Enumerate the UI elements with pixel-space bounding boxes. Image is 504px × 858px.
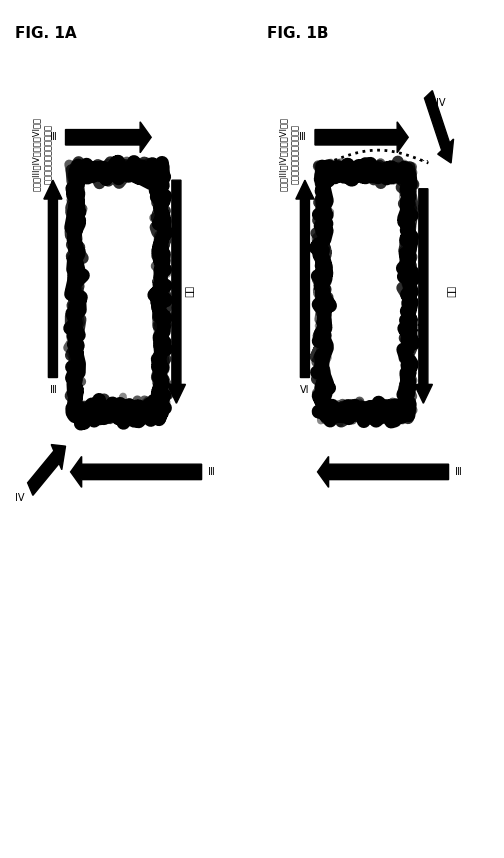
Text: IV: IV: [436, 98, 446, 108]
FancyArrow shape: [424, 91, 454, 163]
Text: 右眼: 右眼: [446, 286, 456, 298]
Text: Ⅲ: Ⅲ: [49, 132, 56, 142]
Text: Ⅲ: Ⅲ: [299, 132, 306, 142]
Text: Ⅲ: Ⅲ: [49, 384, 56, 395]
FancyArrow shape: [71, 456, 202, 487]
FancyArrow shape: [44, 180, 62, 378]
Text: FIG. 1A: FIG. 1A: [15, 26, 77, 40]
FancyArrow shape: [414, 189, 432, 403]
Text: VI: VI: [300, 384, 309, 395]
Text: 脳神経III、IV、およびVIは、
正方形内で眼を移動させる: 脳神経III、IV、およびVIは、 正方形内で眼を移動させる: [32, 118, 53, 191]
FancyArrow shape: [28, 444, 66, 495]
Text: 左眼: 左眼: [184, 286, 194, 298]
FancyArrow shape: [318, 456, 449, 487]
FancyArrow shape: [315, 122, 408, 153]
Text: Ⅲ: Ⅲ: [208, 467, 215, 477]
Text: 脳神経III、IV、およびVIは、
正方形内で眼を移動させる: 脳神経III、IV、およびVIは、 正方形内で眼を移動させる: [279, 118, 300, 191]
Text: …: …: [418, 153, 429, 163]
Text: Ⅲ: Ⅲ: [455, 467, 462, 477]
FancyArrow shape: [296, 180, 314, 378]
Text: FIG. 1B: FIG. 1B: [267, 26, 329, 40]
Text: VI: VI: [172, 252, 181, 263]
FancyArrow shape: [167, 180, 185, 403]
FancyArrow shape: [66, 122, 151, 153]
Text: IV: IV: [16, 492, 25, 503]
